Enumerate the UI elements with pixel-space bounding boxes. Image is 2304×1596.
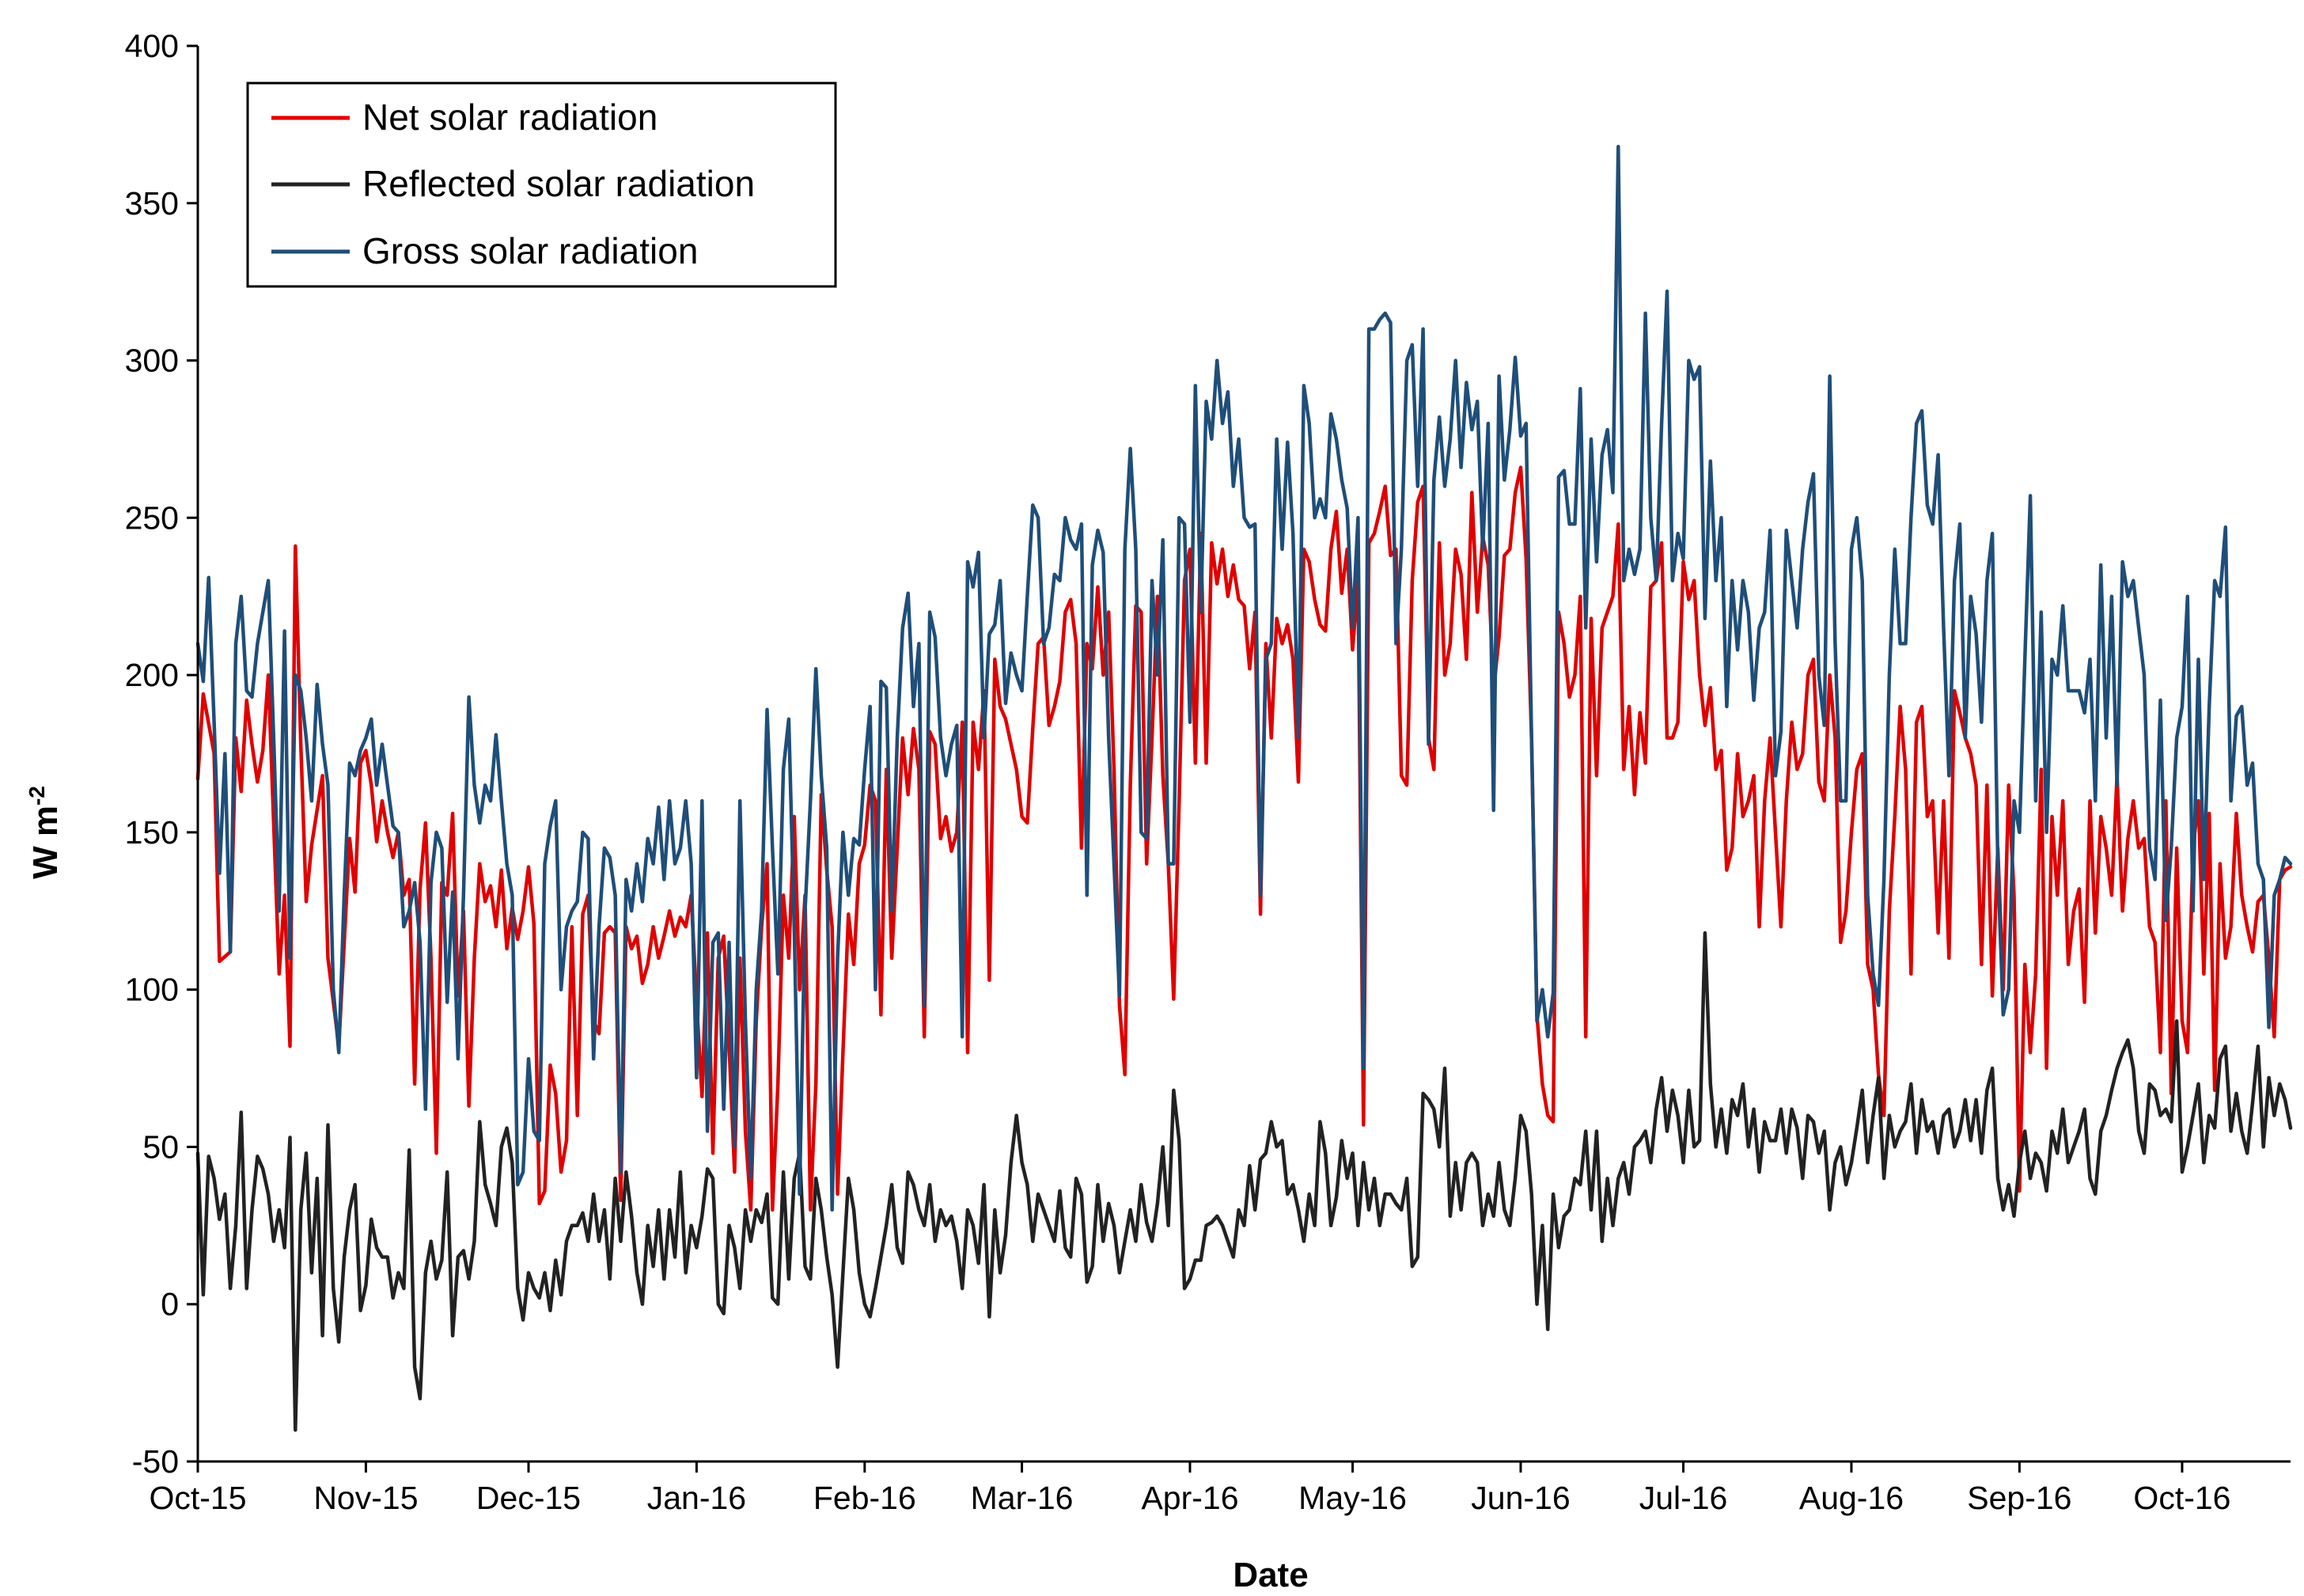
y-axis-title: W m-2 — [25, 786, 65, 879]
x-tick-label: Jan-16 — [647, 1480, 746, 1516]
x-tick-label: Mar-16 — [971, 1480, 1074, 1516]
y-tick-label: 250 — [125, 499, 179, 536]
y-tick-label: 200 — [125, 657, 179, 693]
axes-layer — [196, 46, 2291, 1463]
y-tick-label: 300 — [125, 343, 179, 379]
reflected-solar-radiation-line — [195, 931, 2293, 1432]
x-tick-label: Oct-15 — [149, 1480, 246, 1516]
x-tick-label: May-16 — [1298, 1480, 1407, 1516]
y-axis-title-superscript: -2 — [25, 786, 49, 806]
legend-label-net: Net solar radiation — [362, 97, 657, 138]
y-tick-label: 400 — [125, 28, 179, 64]
legend-label-gross: Gross solar radiation — [362, 230, 698, 271]
legend-label-reflected: Reflected solar radiation — [362, 163, 755, 204]
x-tick-label: Nov-15 — [313, 1480, 418, 1516]
x-tick-label: Jun-16 — [1471, 1480, 1570, 1516]
x-tick-label: Sep-16 — [1967, 1480, 2071, 1516]
x-tick-label: Feb-16 — [813, 1480, 916, 1516]
x-tick-label: Apr-16 — [1141, 1480, 1238, 1516]
x-tick-label: Jul-16 — [1639, 1480, 1728, 1516]
gross-solar-radiation-line — [195, 144, 2293, 1212]
x-tick-label: Dec-15 — [476, 1480, 581, 1516]
x-tick-label: Oct-16 — [2133, 1480, 2230, 1516]
y-axis-title-base: W m — [26, 806, 65, 879]
x-axis-title: Date — [1233, 1556, 1308, 1594]
y-tick-label: 50 — [142, 1128, 179, 1165]
x-tick-label: Aug-16 — [1799, 1480, 1904, 1516]
series-layer — [195, 144, 2293, 1432]
legend: Net solar radiation Reflected solar radi… — [246, 82, 837, 288]
y-tick-label: 350 — [125, 185, 179, 222]
net-solar-radiation-line — [195, 465, 2293, 1212]
y-tick-label: 0 — [161, 1286, 179, 1322]
y-tick-label: 100 — [125, 972, 179, 1008]
y-tick-label: -50 — [132, 1443, 179, 1480]
y-tick-label: 150 — [125, 814, 179, 851]
ticks-layer: -50 0 50 100 150 200 250 300 350 400 Oct-15 Nov-15 D… — [125, 28, 2231, 1516]
